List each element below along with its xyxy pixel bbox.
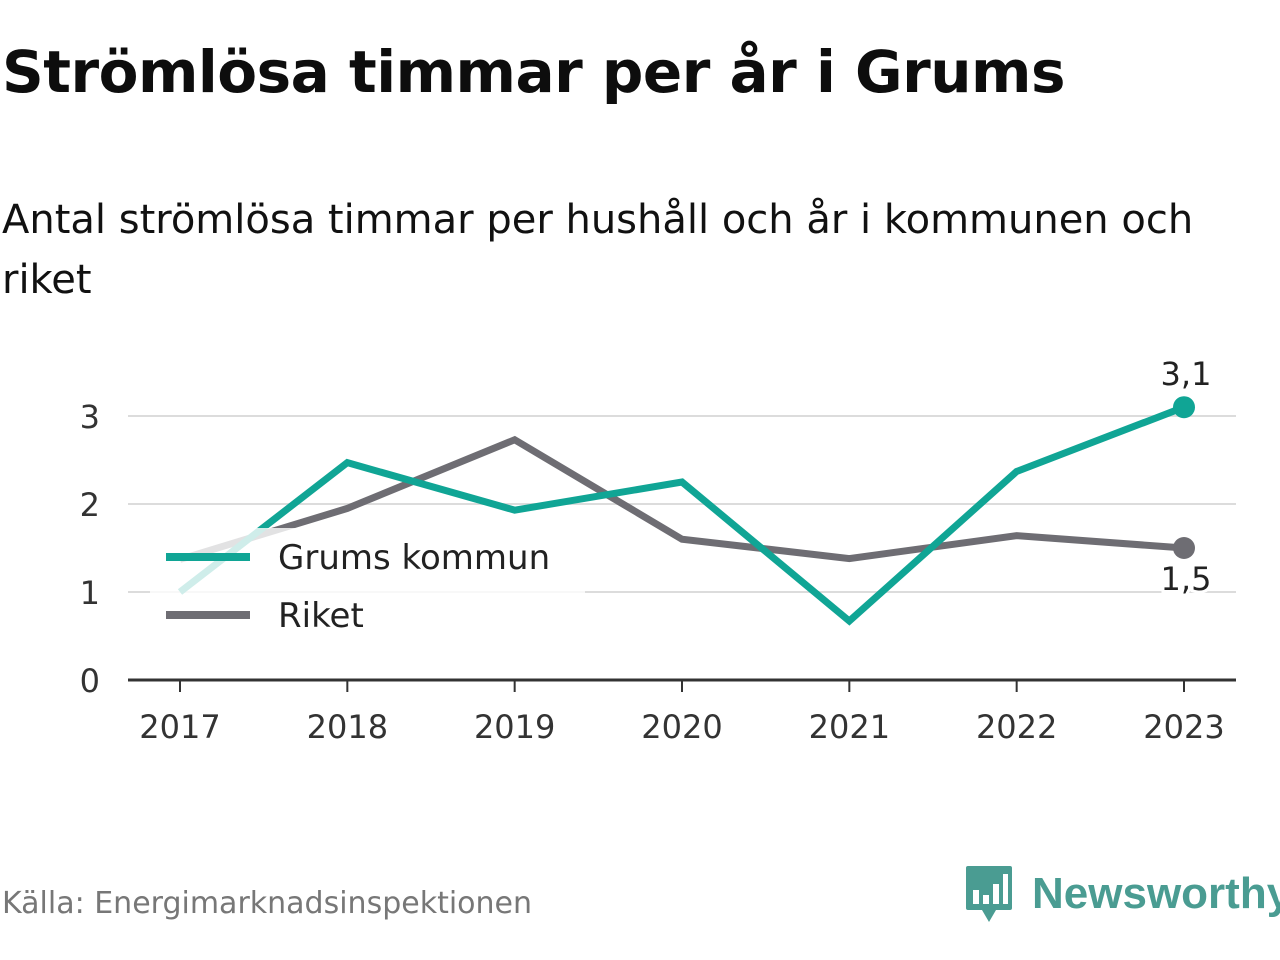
- y-tick-label: 3: [80, 398, 100, 436]
- brand-logo: Newsworthy: [964, 864, 1280, 924]
- x-axis: 2017 2018 2019 2020 2021 2022 2023: [128, 678, 1236, 746]
- x-tick-label: 2020: [641, 708, 722, 746]
- x-tick-label: 2022: [976, 708, 1057, 746]
- bar-chart-speech-bubble-icon: [966, 866, 1012, 922]
- brand-name: Newsworthy: [1032, 869, 1280, 918]
- end-value-label: 3,1: [1161, 355, 1212, 393]
- series-lines: [177, 396, 1195, 626]
- end-labels: 3,1 1,5: [1158, 352, 1215, 601]
- series-line-riket: [178, 435, 1185, 563]
- x-tick-label: 2023: [1143, 708, 1224, 746]
- end-value-label: 1,5: [1161, 560, 1212, 598]
- y-axis-ticks: 0 1 2 3: [80, 398, 100, 700]
- legend-label: Riket: [278, 596, 364, 636]
- source-note: Källa: Energimarknadsinspektionen: [2, 886, 533, 921]
- chart-title: Strömlösa timmar per år i Grums: [2, 38, 1066, 106]
- legend-background: [150, 528, 585, 640]
- x-tick-label: 2019: [474, 708, 555, 746]
- x-tick-label: 2021: [809, 708, 890, 746]
- end-point-riket: [1173, 537, 1195, 559]
- legend-label: Grums kommun: [278, 538, 550, 578]
- y-tick-label: 0: [80, 662, 100, 700]
- x-tick-label: 2017: [139, 708, 220, 746]
- x-tick-label: 2018: [307, 708, 388, 746]
- series-line-grums-kommun: [177, 403, 1186, 626]
- y-tick-label: 1: [80, 574, 100, 612]
- y-tick-label: 2: [80, 486, 100, 524]
- legend: Grums kommun Riket: [150, 528, 585, 640]
- chart-subtitle: Antal strömlösa timmar per hushåll och å…: [2, 197, 1194, 303]
- end-point-grums-kommun: [1173, 396, 1195, 419]
